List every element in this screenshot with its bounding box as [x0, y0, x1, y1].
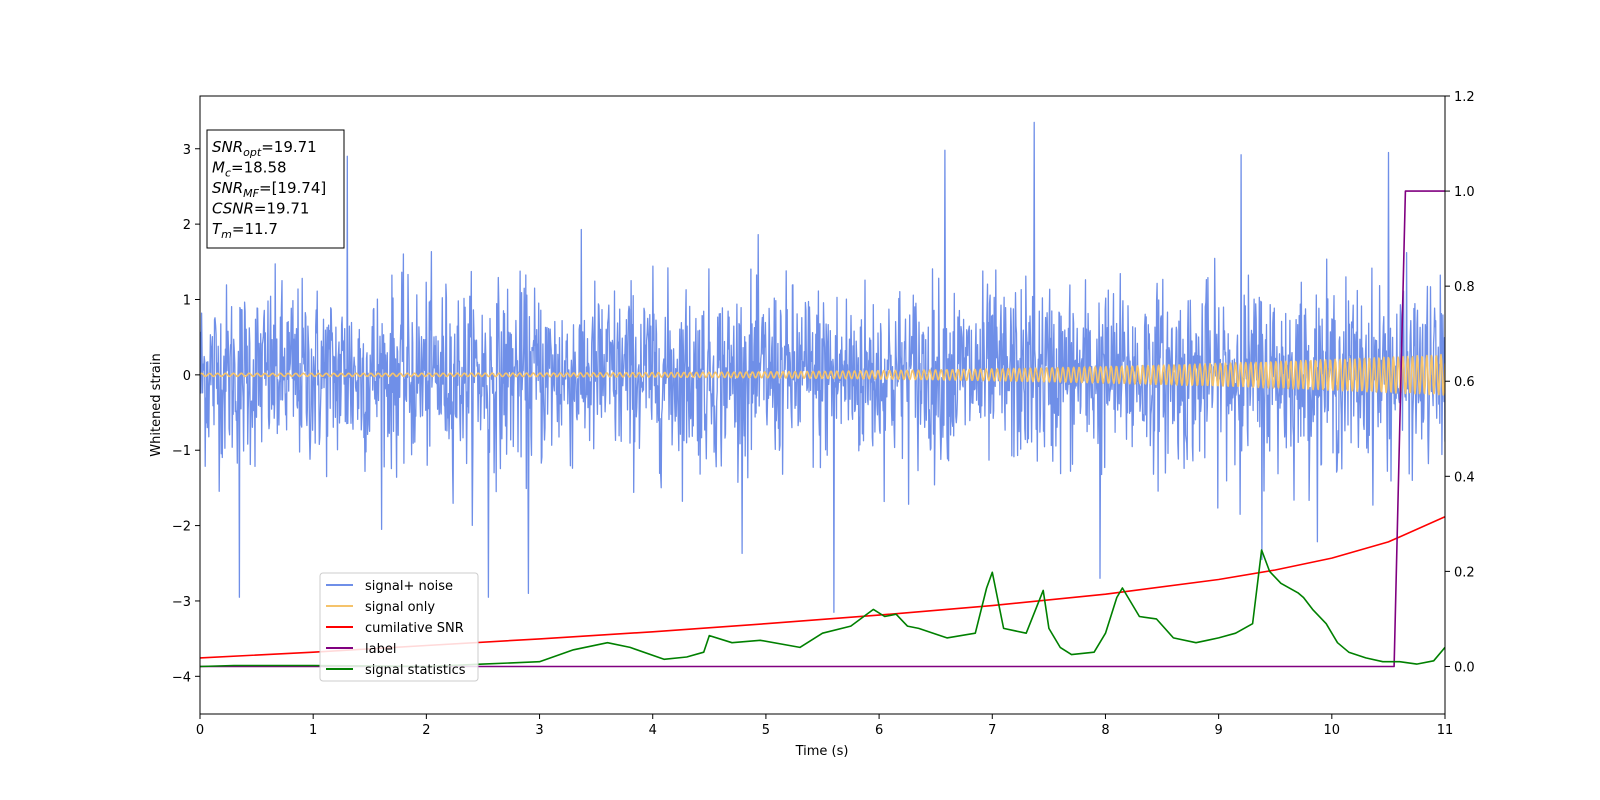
- y-right-tick-label: 1.0: [1454, 185, 1475, 200]
- x-tick-label: 6: [875, 723, 883, 738]
- y-right-tick-label: 1.2: [1454, 90, 1475, 105]
- annotation-line: SNRopt=19.71: [212, 138, 317, 159]
- series-line-signal-only: [200, 353, 1445, 396]
- legend-frame: [319, 572, 479, 682]
- y-right-tick-label: 0.4: [1454, 470, 1475, 485]
- series-line-signal-statistics: [200, 549, 1445, 668]
- y-left-tick-label: −1: [172, 444, 191, 459]
- y-axis-right: 1.2 1.0 0.8 0.6 0.4 0.2 0.0: [1445, 90, 1475, 675]
- x-axis-label: Time (s): [795, 744, 849, 759]
- y-left-tick-label: 0: [183, 369, 191, 384]
- annotation-line: Mc=18.58: [212, 159, 287, 180]
- series-line-signal-noise: [200, 121, 1445, 613]
- annotation-line: CSNR=19.71: [212, 200, 309, 218]
- legend-label: cumilative SNR: [365, 621, 464, 636]
- legend-label: label: [365, 642, 396, 657]
- x-tick-label: 8: [1101, 723, 1109, 738]
- annotation-line: Tm=11.7: [212, 220, 278, 241]
- annotation-box: SNRopt=19.71Mc=18.58SNRMF=[19.74]CSNR=19…: [206, 129, 345, 249]
- y-left-tick-label: 3: [183, 143, 191, 158]
- y-right-tick-label: 0.8: [1454, 280, 1475, 295]
- legend-label: signal statistics: [365, 663, 466, 678]
- plot-frame: [199, 95, 1446, 715]
- x-tick-label: 3: [535, 723, 543, 738]
- x-tick-label: 7: [988, 723, 996, 738]
- x-tick-label: 10: [1324, 723, 1341, 738]
- x-tick-label: 2: [422, 723, 430, 738]
- legend: signal+ noise signal only cumilative SNR la…: [319, 572, 479, 682]
- y-left-tick-label: 1: [183, 293, 191, 308]
- y-axis-label: Whitened strain: [149, 353, 164, 456]
- x-tick-label: 5: [762, 723, 770, 738]
- y-left-tick-label: 2: [183, 218, 191, 233]
- y-left-tick-label: −4: [172, 670, 191, 685]
- y-right-tick-label: 0.2: [1454, 565, 1475, 580]
- y-right-tick-label: 0.0: [1454, 660, 1475, 675]
- annotation-frame: [206, 129, 345, 249]
- legend-label: signal only: [365, 600, 435, 615]
- y-axis-left: 3 2 1 0 −1 −2 −3 −4: [172, 143, 200, 685]
- x-tick-label: 0: [196, 723, 204, 738]
- x-tick-label: 11: [1437, 723, 1454, 738]
- legend-label: signal+ noise: [365, 579, 453, 594]
- y-right-tick-label: 0.6: [1454, 375, 1475, 390]
- y-left-tick-label: −3: [172, 595, 191, 610]
- series-line-label: [200, 190, 1445, 668]
- x-tick-label: 1: [309, 723, 317, 738]
- x-tick-label: 4: [649, 723, 657, 738]
- x-tick-label: 9: [1214, 723, 1222, 738]
- annotation-line: SNRMF=[19.74]: [212, 179, 326, 200]
- x-axis: 0 1 2 3 4 5 6 7 8 9 10 11: [196, 714, 1453, 738]
- y-left-tick-label: −2: [172, 520, 191, 535]
